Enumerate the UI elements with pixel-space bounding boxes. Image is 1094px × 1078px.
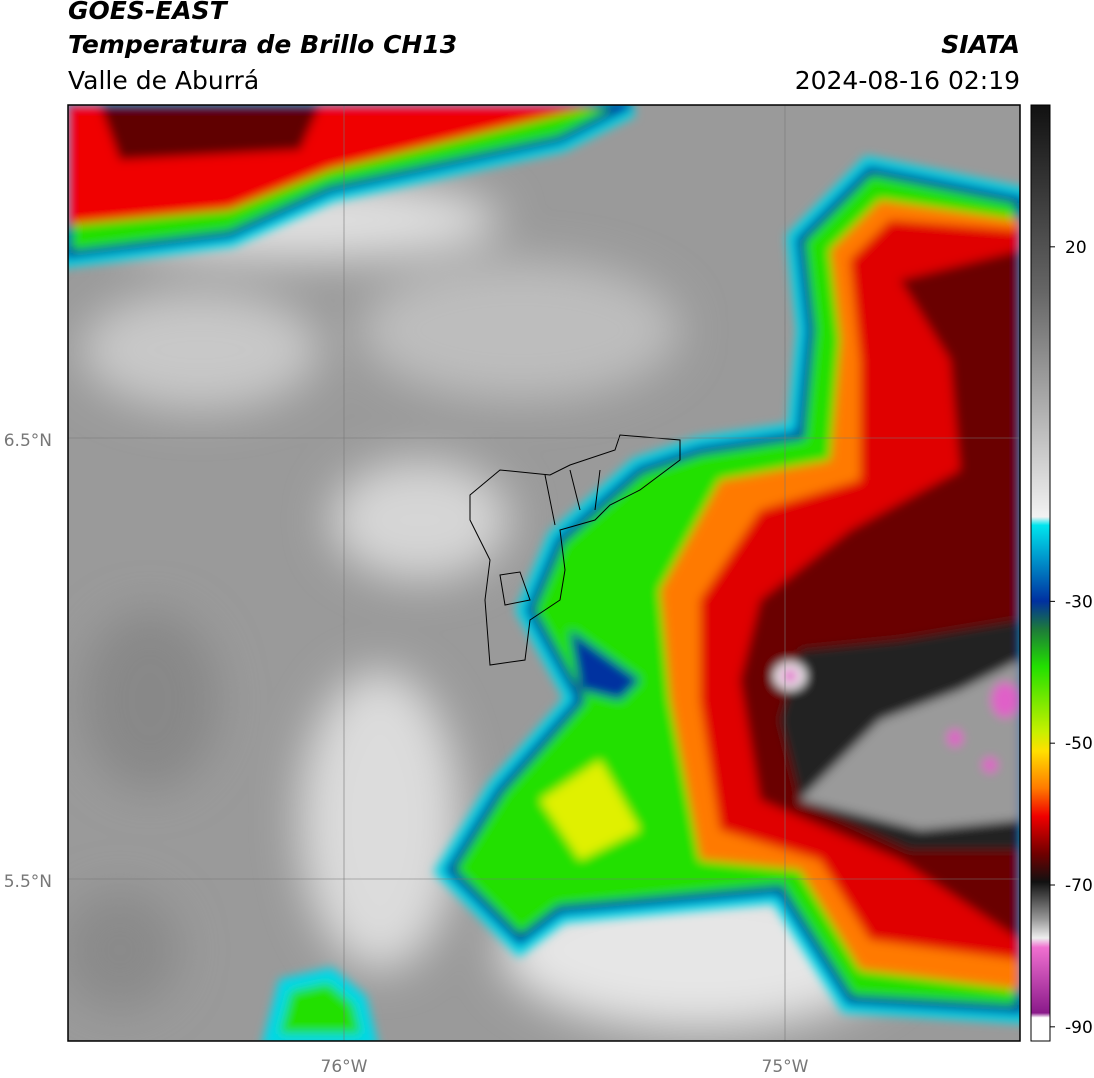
colorbar-ticks: 20 -30 -50 -70 -90 [1050,238,1093,1038]
imagery [68,105,1020,1041]
municipal-boundaries [469,434,681,666]
colorbar-tick-label: -30 [1065,592,1093,612]
lon-label: 76°W [321,1057,368,1077]
map-frame [67,104,1021,1042]
lat-label: 6.5°N [4,431,52,451]
satellite-title: GOES-EAST [68,0,227,25]
product-title: Temperatura de Brillo CH13 [68,30,458,59]
region-label: Valle de Aburrá [68,66,260,95]
colorbar [1030,104,1051,1042]
agency-label: SIATA [941,30,1020,59]
cloud-texture [68,180,900,1030]
storms [68,105,1020,1041]
colorbar-tick-label: -50 [1065,734,1093,754]
lon-label: 75°W [762,1057,809,1077]
colorbar-tick-label: -70 [1065,876,1093,896]
graticule [68,105,1020,1041]
lat-label: 5.5°N [4,872,52,892]
datetime-label: 2024-08-16 02:19 [794,66,1020,95]
colorbar-tick-label: -90 [1065,1018,1093,1038]
colorbar-tick-label: 20 [1065,238,1087,258]
